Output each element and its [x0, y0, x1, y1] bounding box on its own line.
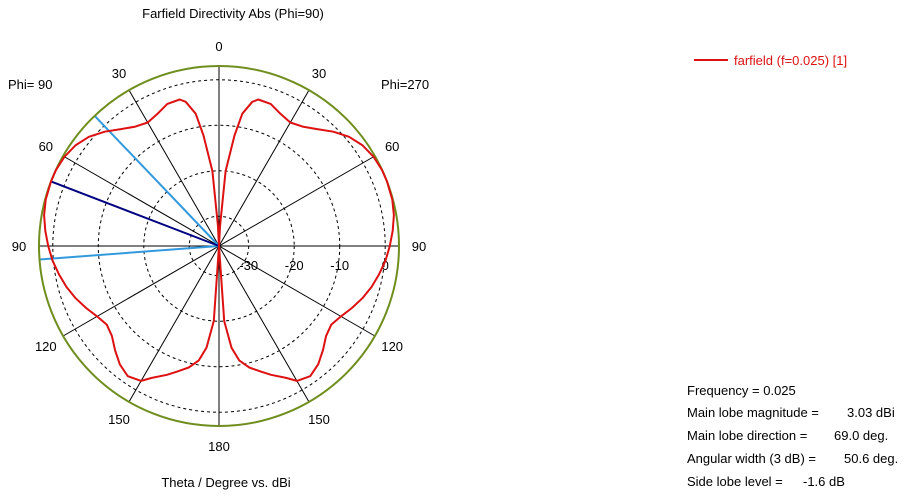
frequency-label: Frequency = 0.025: [687, 383, 796, 398]
angle-tick-0: 0: [215, 39, 222, 54]
side-lobe-level-info: Side lobe level = -1.6 dB: [687, 474, 845, 489]
angle-tick-30-left: 30: [112, 66, 126, 81]
angle-tick-60-left: 60: [39, 139, 53, 154]
angular-width-label: Angular width (3 dB) =: [687, 451, 816, 466]
beam-edge-line-0: [93, 115, 220, 247]
main-lobe-direction-info: Main lobe direction = 69.0 deg.: [687, 428, 888, 443]
main-lobe-magnitude-label: Main lobe magnitude =: [687, 405, 819, 420]
radial-tick-labels: -30 -20 -10 0: [239, 258, 389, 273]
radial-tick-minus10: -10: [330, 258, 349, 273]
angle-tick-180: 180: [208, 439, 230, 454]
reference-circle: [38, 65, 400, 427]
legend: farfield (f=0.025) [1]: [694, 50, 847, 70]
phi-right-label: Phi=270: [381, 77, 429, 92]
angle-tick-90-left: 90: [12, 239, 26, 254]
legend-label: farfield (f=0.025) [1]: [734, 52, 848, 68]
x-axis-label: Theta / Degree vs. dBi: [161, 475, 290, 490]
farfield-series-curve: [43, 98, 395, 382]
angle-tick-150-right: 150: [308, 412, 330, 427]
main-lobe-direction-value: 69.0 deg.: [834, 428, 889, 443]
angular-width-info: Angular width (3 dB) = 50.6 deg.: [687, 451, 898, 466]
frequency-info: Frequency = 0.025: [687, 383, 796, 398]
radial-tick-minus20: -20: [285, 258, 304, 273]
side-lobe-level-value: -1.6 dB: [803, 474, 845, 489]
angle-tick-150-left: 150: [108, 412, 130, 427]
beam-markers: [39, 115, 220, 261]
main-lobe-direction-label: Main lobe direction =: [687, 428, 808, 443]
angle-tick-120-right: 120: [381, 339, 403, 354]
main-lobe-line: [50, 180, 220, 247]
angle-tick-120-left: 120: [35, 339, 57, 354]
angle-tick-60-right: 60: [385, 139, 399, 154]
main-lobe-magnitude-value: 3.03 dBi: [847, 405, 895, 420]
radial-tick-0: 0: [382, 258, 389, 273]
chart-title: Farfield Directivity Abs (Phi=90): [142, 6, 324, 21]
angle-tick-30-right: 30: [312, 66, 326, 81]
main-lobe-magnitude-info: Main lobe magnitude = 3.03 dBi: [687, 405, 895, 420]
angle-tick-90-right: 90: [412, 239, 426, 254]
radial-tick-minus30: -30: [239, 258, 258, 273]
legend-swatch: [694, 59, 728, 61]
beam-edge-line-1: [39, 245, 220, 261]
phi-left-label: Phi= 90: [8, 77, 52, 92]
data-curves: [38, 65, 400, 427]
angle-tick-labels: 0 30 60 90 120 150 180 30 60 90 120 150: [12, 39, 426, 454]
side-lobe-level-label: Side lobe level =: [687, 474, 783, 489]
angular-width-value: 50.6 deg.: [844, 451, 899, 466]
